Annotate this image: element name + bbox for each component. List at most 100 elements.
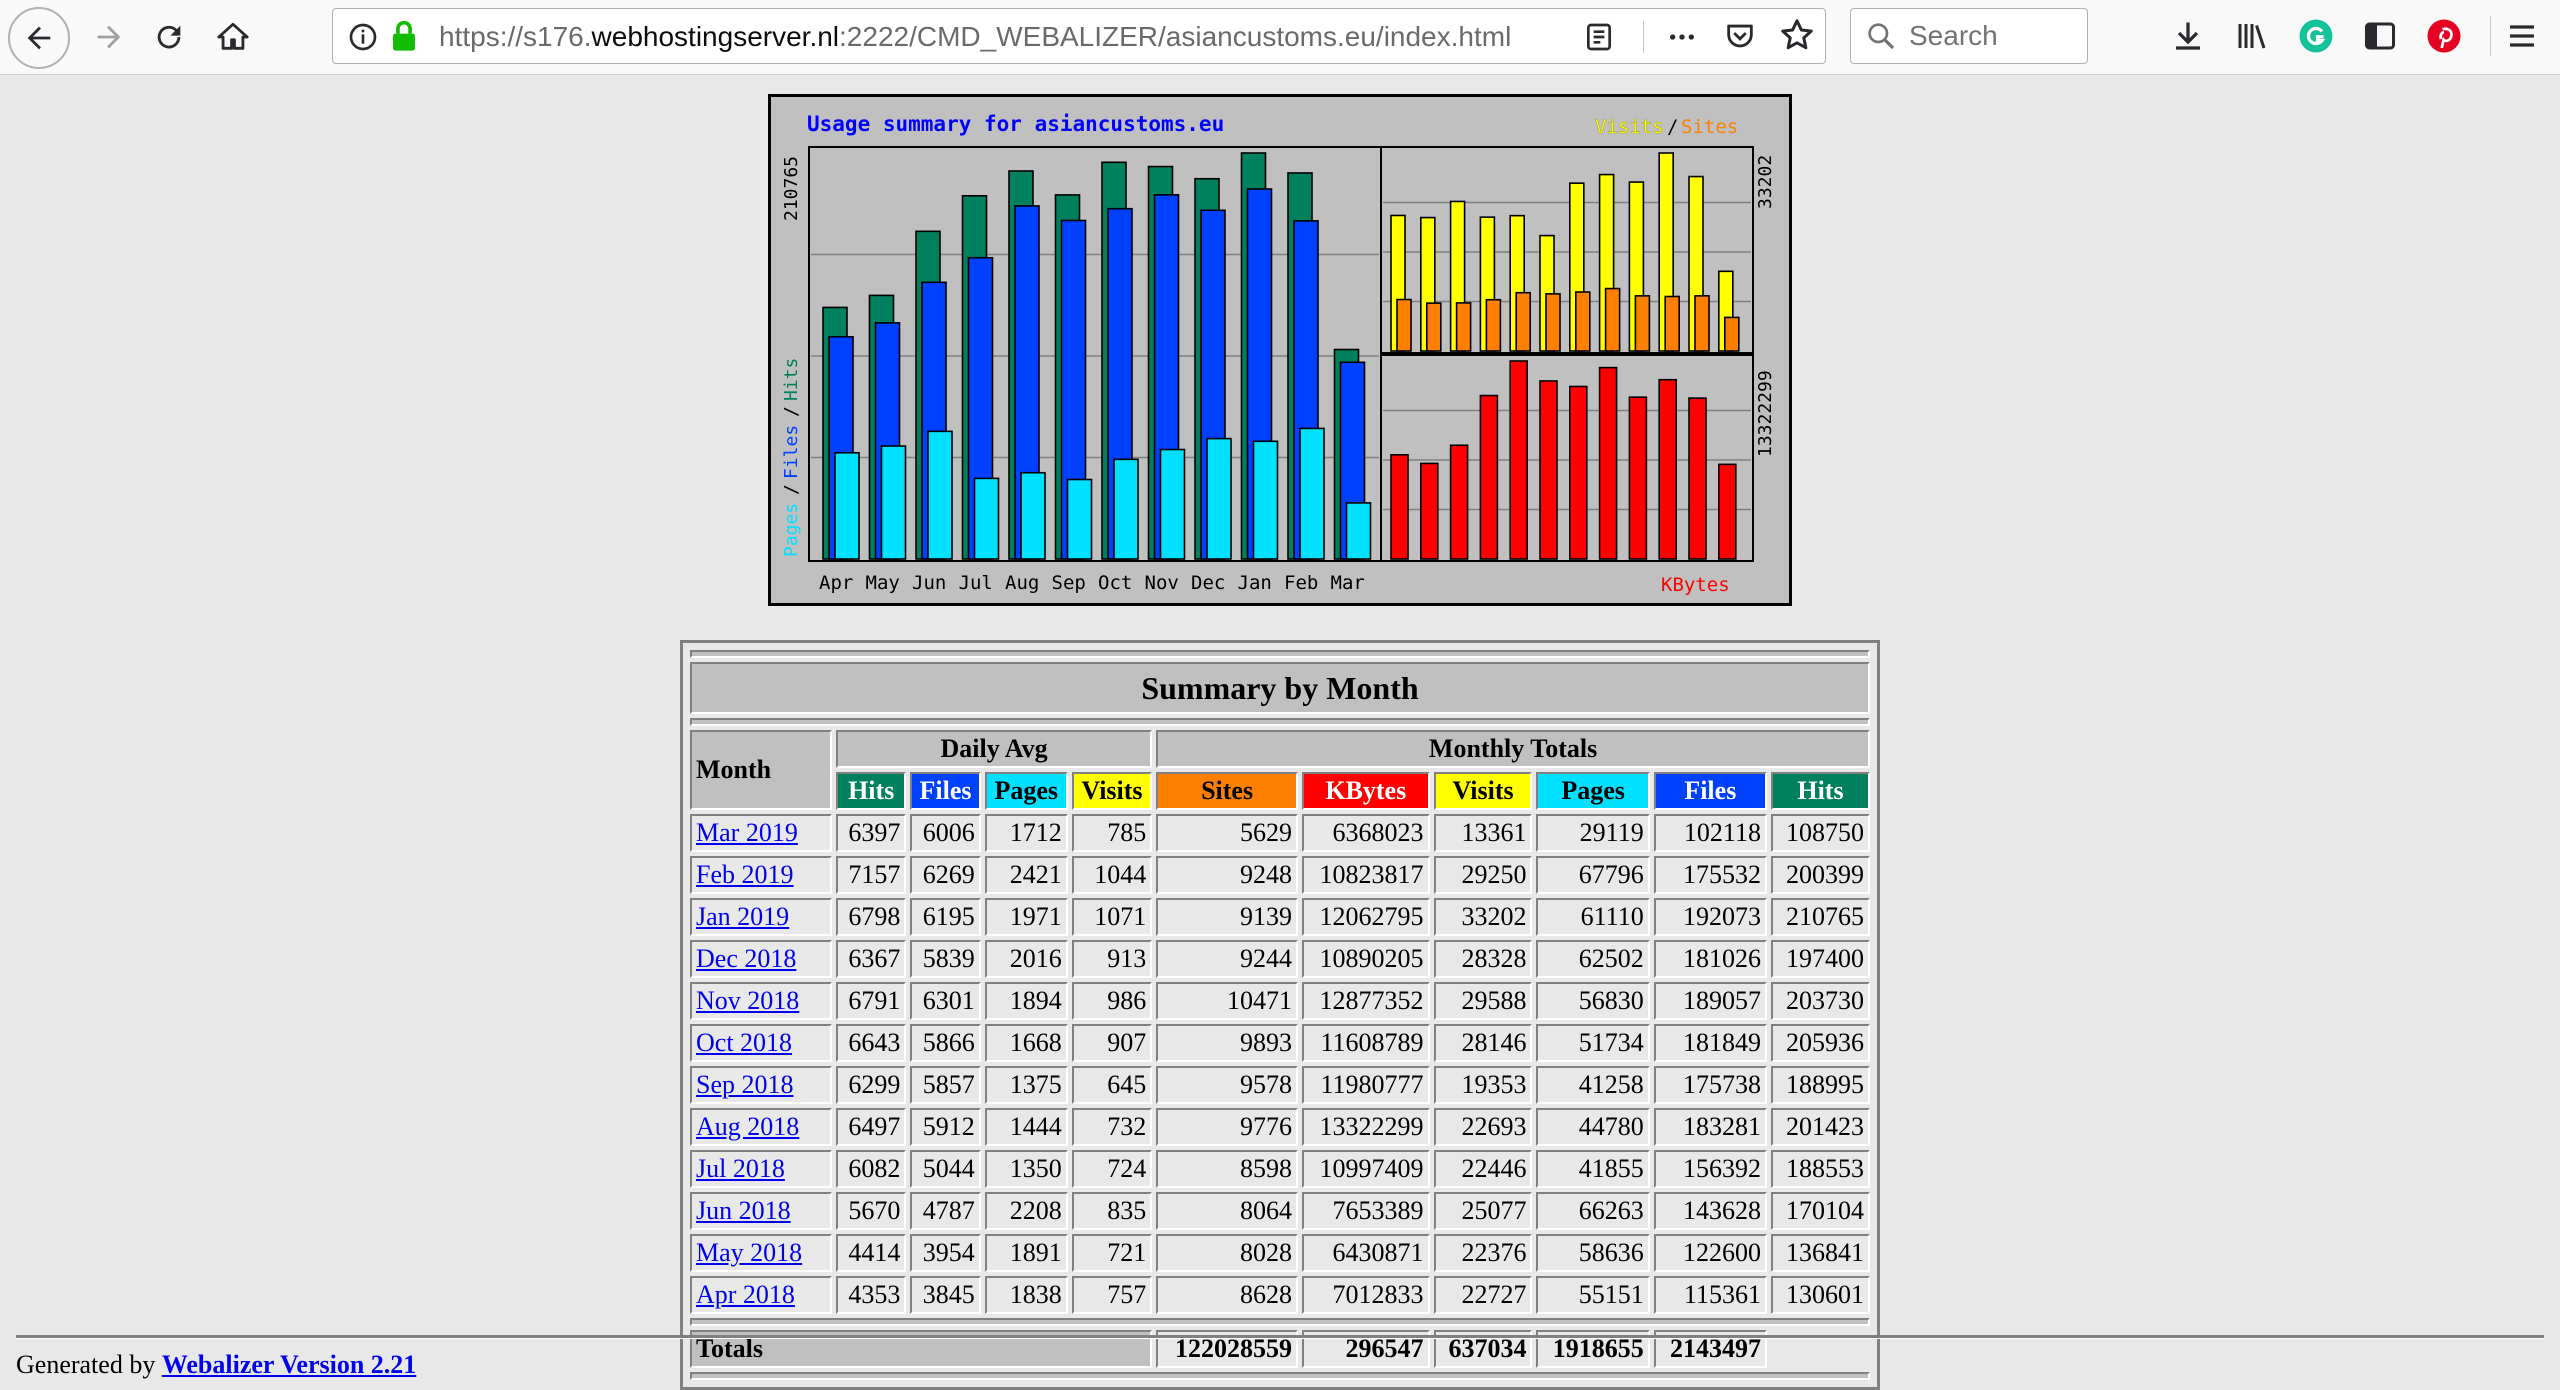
value-cell: 9893 <box>1156 1024 1299 1062</box>
reader-view-icon[interactable] <box>1583 21 1615 53</box>
value-cell: 22693 <box>1433 1108 1533 1146</box>
url-prefix: https://s176. <box>439 21 592 52</box>
bars <box>822 152 1740 560</box>
sites-bar <box>1634 295 1651 352</box>
pages-legend: Pages <box>781 503 802 557</box>
value-cell: 4787 <box>910 1192 981 1230</box>
value-cell: 1444 <box>984 1108 1068 1146</box>
value-cell: 724 <box>1071 1150 1153 1188</box>
table-row: Apr 2018 4353 3845 1838 757 8628 7012833 22727 5… <box>690 1276 1870 1314</box>
value-cell: 197400 <box>1770 940 1870 978</box>
kbytes-bar <box>1419 462 1439 560</box>
month-cell: Mar 2019 <box>690 814 832 852</box>
month-link[interactable]: Feb 2019 <box>696 860 794 889</box>
more-actions-icon[interactable] <box>1665 21 1699 53</box>
value-cell: 4353 <box>836 1276 907 1314</box>
library-icon[interactable] <box>2232 16 2272 56</box>
monthly-col-files: Files <box>1653 772 1767 810</box>
star-icon[interactable] <box>1779 17 1815 53</box>
hamburger-menu-icon[interactable] <box>2502 16 2542 56</box>
search-bar[interactable] <box>1850 8 2088 64</box>
url-text[interactable]: https://s176.webhostingserver.nl:2222/CM… <box>439 21 1539 53</box>
month-link[interactable]: Aug 2018 <box>696 1112 800 1141</box>
value-cell: 41855 <box>1536 1150 1650 1188</box>
download-icon[interactable] <box>2168 16 2208 56</box>
grammarly-icon[interactable] <box>2296 16 2336 56</box>
home-button[interactable] <box>204 8 262 66</box>
month-link[interactable]: Jan 2019 <box>696 902 790 931</box>
value-cell: 6798 <box>836 898 907 936</box>
month-tick-label: Aug <box>1005 572 1039 594</box>
value-cell: 1894 <box>984 982 1068 1020</box>
webalizer-link[interactable]: Webalizer Version 2.21 <box>161 1350 417 1379</box>
value-cell: 143628 <box>1653 1192 1767 1230</box>
url-bar[interactable]: https://s176.webhostingserver.nl:2222/CM… <box>332 8 1826 64</box>
home-icon <box>217 22 249 50</box>
sites-bar <box>1574 291 1591 352</box>
reload-button[interactable] <box>140 8 198 66</box>
kbytes-axis-max: 13322299 <box>1755 370 1776 457</box>
sites-bar <box>1485 298 1502 352</box>
search-input[interactable] <box>1909 19 2079 53</box>
value-cell: 8628 <box>1156 1276 1299 1314</box>
month-link[interactable]: Dec 2018 <box>696 944 797 973</box>
usage-graph: Usage summary for asiancustoms.eu Visits… <box>768 94 1792 606</box>
month-link[interactable]: Apr 2018 <box>696 1280 795 1309</box>
value-cell: 130601 <box>1770 1276 1870 1314</box>
month-link[interactable]: May 2018 <box>696 1238 803 1267</box>
value-cell: 2421 <box>984 856 1068 894</box>
month-tick-label: May <box>866 572 900 594</box>
value-cell: 10823817 <box>1302 856 1430 894</box>
value-cell: 205936 <box>1770 1024 1870 1062</box>
value-cell: 8598 <box>1156 1150 1299 1188</box>
sites-bar <box>1604 287 1621 352</box>
table-row: Jan 2019 6798 6195 1971 1071 9139 12062795 3320… <box>690 898 1870 936</box>
left-axis-max: 210765 <box>781 156 802 221</box>
month-tick-label: Jan <box>1238 572 1272 594</box>
month-labels: Apr May Jun Jul Aug Sep Oct Nov Dec Jan Feb Mar <box>819 572 1365 594</box>
value-cell: 1350 <box>984 1150 1068 1188</box>
month-tick-label: Dec <box>1191 572 1225 594</box>
files-legend: Files <box>781 425 802 479</box>
summary-by-month-table: Summary by Month Month Daily Avg Monthly… <box>686 646 1874 1384</box>
info-icon[interactable] <box>347 21 379 53</box>
month-link[interactable]: Jul 2018 <box>696 1154 785 1183</box>
sidebar-icon[interactable] <box>2360 16 2400 56</box>
value-cell: 5629 <box>1156 814 1299 852</box>
kbytes-bar <box>1539 380 1558 560</box>
kbytes-legend: KBytes <box>1661 574 1730 596</box>
forward-button[interactable] <box>80 8 138 66</box>
value-cell: 66263 <box>1536 1192 1650 1230</box>
value-cell: 1838 <box>984 1276 1068 1314</box>
legend-slash: / <box>781 406 802 417</box>
month-link[interactable]: Oct 2018 <box>696 1028 793 1057</box>
reload-icon <box>157 25 181 49</box>
value-cell: 62502 <box>1536 940 1650 978</box>
daily-avg-header: Daily Avg <box>836 730 1153 768</box>
table-spacer <box>690 1318 1870 1326</box>
monthly-col-visits: Visits <box>1433 772 1533 810</box>
back-button[interactable] <box>8 7 70 69</box>
month-link[interactable]: Sep 2018 <box>696 1070 794 1099</box>
arrow-right-icon <box>97 25 121 49</box>
value-cell: 732 <box>1071 1108 1153 1146</box>
kbytes-bar <box>1628 396 1648 560</box>
value-cell: 6791 <box>836 982 907 1020</box>
month-link[interactable]: Nov 2018 <box>696 986 800 1015</box>
month-header: Month <box>690 730 832 810</box>
month-link[interactable]: Mar 2019 <box>696 818 798 847</box>
value-cell: 6367 <box>836 940 907 978</box>
value-cell: 10997409 <box>1302 1150 1430 1188</box>
pages-bar <box>973 477 1000 560</box>
sites-bar <box>1694 295 1710 352</box>
value-cell: 5044 <box>910 1150 981 1188</box>
value-cell: 835 <box>1071 1192 1153 1230</box>
lock-icon[interactable] <box>389 19 419 53</box>
pinterest-icon[interactable] <box>2424 16 2464 56</box>
month-link[interactable]: Jun 2018 <box>696 1196 791 1225</box>
value-cell: 22727 <box>1433 1276 1533 1314</box>
kbytes-bar <box>1658 378 1678 560</box>
pocket-icon[interactable] <box>1723 19 1757 53</box>
value-cell: 2016 <box>984 940 1068 978</box>
month-tick-label: Nov <box>1145 572 1179 594</box>
